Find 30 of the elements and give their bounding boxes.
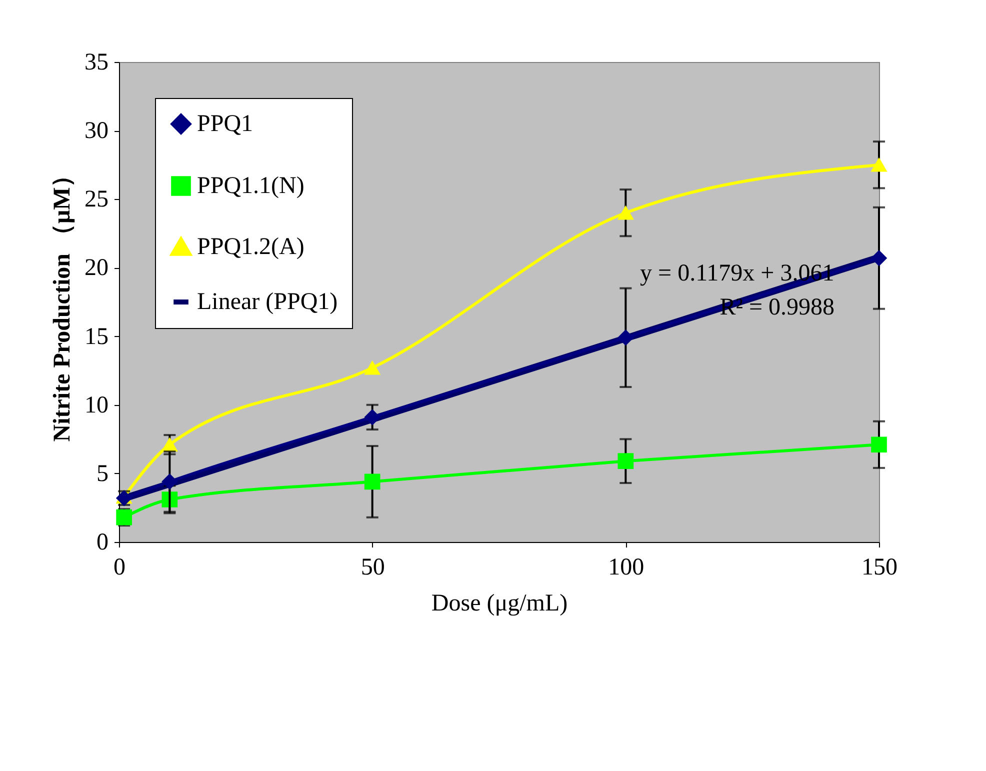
x-tick-label: 50 [360, 554, 385, 580]
point [162, 438, 178, 452]
y-axis-title: Nitrite Production （μM） [50, 163, 76, 442]
point [871, 158, 887, 172]
point [618, 330, 634, 346]
legend-label: Linear (PPQ1) [197, 289, 338, 315]
y-tick-label: 20 [84, 255, 108, 282]
x-tick-label: 100 [608, 554, 644, 580]
point [618, 453, 634, 469]
point [162, 474, 178, 490]
point [364, 360, 380, 375]
y-tick-label: 30 [84, 118, 108, 144]
x-tick-label: 150 [862, 554, 898, 580]
point [364, 409, 380, 426]
y-tick-label: 15 [84, 324, 108, 350]
y-tick-label: 10 [84, 392, 108, 418]
legend-label: PPQ1.1(N) [197, 173, 304, 199]
y-tick-label: 5 [96, 460, 108, 487]
x-axis-title: Dose (μg/mL) [431, 590, 568, 616]
y-tick-label: 0 [96, 530, 108, 556]
y-tick-label: 25 [84, 186, 108, 213]
point [364, 474, 380, 490]
point [871, 250, 887, 266]
point [871, 436, 887, 453]
legend-label: PPQ1.2(A) [197, 234, 304, 260]
point [116, 509, 132, 526]
point [618, 206, 634, 220]
y-tick-label: 35 [84, 50, 108, 76]
legend-label: PPQ1 [197, 111, 254, 137]
x-tick-label: 0 [114, 554, 126, 580]
